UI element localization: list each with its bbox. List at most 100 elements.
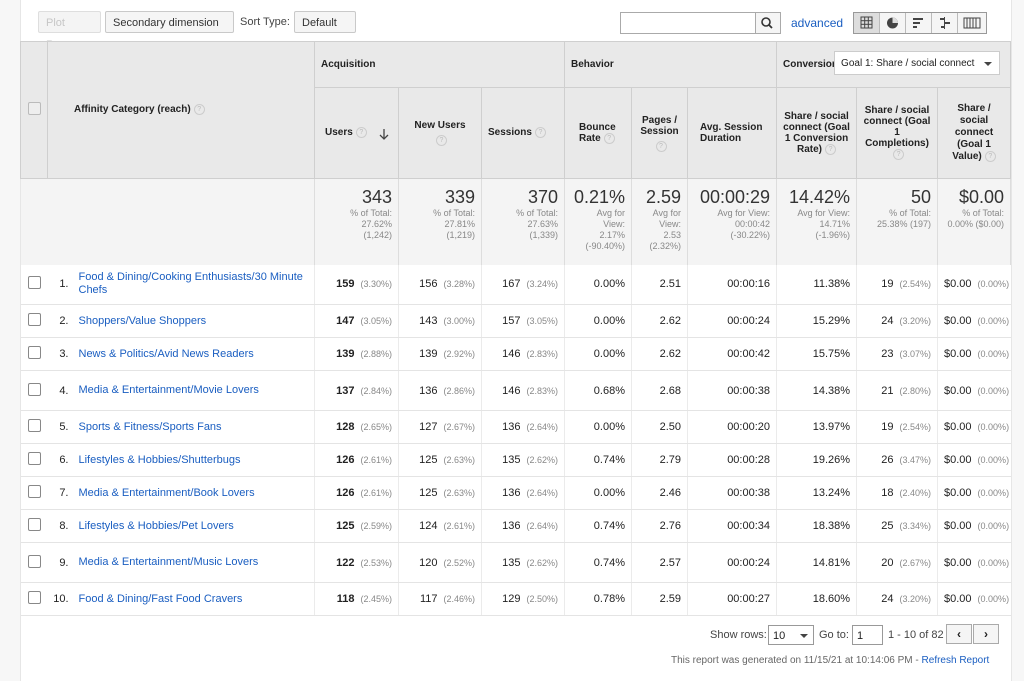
sessions-header[interactable]: Sessions? [481, 87, 565, 179]
new-users-cell: 136 (2.86%) [398, 370, 482, 411]
total-users-l2: 27.62% [361, 219, 392, 229]
total-sessions: 370% of Total: 27.63% (1,339) [481, 178, 565, 265]
prev-page-button[interactable]: ‹ [946, 624, 972, 644]
help-icon[interactable]: ? [603, 132, 615, 144]
bounce-rate-header[interactable]: Bounce Rate? [564, 87, 632, 179]
users-value: 147 [336, 315, 355, 327]
users-pct: (2.53%) [360, 557, 392, 568]
comparison-view-button[interactable] [932, 13, 958, 33]
conv-rate-cell: 13.97% [776, 410, 857, 444]
completions-cell: 18 (2.40%) [856, 476, 938, 510]
performance-view-button[interactable] [906, 13, 932, 33]
goto-input[interactable]: 1 [852, 625, 883, 645]
dimension-link[interactable]: Media & Entertainment/Movie Lovers [78, 384, 259, 396]
total-pages-l1: Avg for [652, 208, 681, 218]
search-input[interactable] [620, 12, 756, 34]
conv-rate-header[interactable]: Share / social connect (Goal 1 Conversio… [776, 87, 858, 179]
help-icon[interactable]: ? [534, 127, 546, 139]
refresh-report-link[interactable]: Refresh Report [921, 655, 990, 666]
goal-select[interactable]: Goal 1: Share / social connect [834, 51, 1001, 75]
bounce-rate-cell: 0.00% [564, 264, 632, 305]
total-sessions-l2: 27.63% [527, 219, 558, 229]
help-icon[interactable]: ? [436, 135, 447, 146]
row-checkbox[interactable] [27, 518, 41, 531]
help-icon[interactable]: ? [893, 149, 905, 161]
help-icon[interactable]: ? [984, 150, 996, 162]
table-row: 9. Media & Entertainment/Music Lovers 122 (… [20, 542, 1011, 583]
row-checkbox[interactable] [27, 554, 41, 568]
row-checkbox[interactable] [27, 485, 41, 498]
users-cell: 139 (2.88%) [314, 337, 399, 371]
value-cell: $0.00 (0.00%) [937, 264, 1011, 305]
dimension-link[interactable]: Lifestyles & Hobbies/Shutterbugs [78, 453, 241, 466]
users-header[interactable]: Users? [314, 87, 399, 179]
show-rows-select[interactable]: 10 [768, 625, 814, 645]
completions-value: 24 [881, 593, 894, 605]
goal-value-pct: (0.00%) [977, 385, 1010, 396]
plot-rows-button[interactable]: Plot Rows [38, 11, 101, 51]
avg-session-cell: 00:00:24 [686, 542, 777, 583]
pages-session-header[interactable]: Pages / Session? [631, 87, 688, 179]
dimension-cell: Sports & Fitness/Sports Fans [74, 410, 315, 444]
sessions-value: 135 [502, 556, 521, 569]
users-cell: 137 (2.84%) [314, 370, 399, 411]
goal-value-pct: (0.00%) [977, 279, 1010, 290]
pie-view-button[interactable] [880, 13, 906, 33]
goal-value-pct: (0.00%) [977, 455, 1010, 465]
completions-header[interactable]: Share / social connect (Goal 1 Completio… [856, 87, 939, 179]
goal-value-pct: (0.00%) [977, 594, 1010, 604]
help-icon[interactable]: ? [355, 127, 367, 139]
new-users-header[interactable]: New Users? [398, 87, 482, 179]
sessions-value: 167 [502, 278, 521, 291]
help-icon[interactable]: ? [655, 140, 667, 152]
new-users-pct: (2.86%) [443, 385, 475, 396]
dimension-link[interactable]: Lifestyles & Hobbies/Pet Lovers [78, 519, 234, 532]
total-pages-l2: View: [659, 219, 681, 229]
total-sessions-value: 370 [527, 187, 558, 207]
total-dur-value: 00:00:29 [699, 187, 771, 207]
right-gutter [1010, 0, 1024, 681]
row-checkbox[interactable] [27, 382, 41, 396]
total-dur-l3: (-30.22%) [730, 230, 771, 240]
completions-value: 18 [881, 487, 894, 499]
sessions-pct: (2.62%) [526, 557, 558, 568]
search-button[interactable] [756, 12, 781, 34]
help-icon[interactable]: ? [193, 104, 205, 116]
users-pct: (2.65%) [360, 422, 392, 432]
row-checkbox[interactable] [27, 276, 41, 290]
dimension-link[interactable]: Food & Dining/Fast Food Cravers [78, 592, 243, 605]
sort-arrow-down-icon [379, 129, 389, 140]
dimension-link[interactable]: News & Politics/Avid News Readers [78, 347, 254, 360]
total-pages-session: 2.59 Avg for View: 2.53 (2.32%) [631, 178, 688, 265]
dimension-header[interactable]: Affinity Category (reach)? [47, 41, 315, 179]
select-all-checkbox[interactable] [27, 102, 41, 115]
advanced-link[interactable]: advanced [791, 16, 844, 30]
bounce-rate-cell: 0.78% [564, 582, 632, 616]
dimension-link[interactable]: Media & Entertainment/Music Lovers [78, 556, 259, 568]
pages-session-cell: 2.79 [631, 443, 688, 477]
dimension-link[interactable]: Shoppers/Value Shoppers [78, 314, 207, 327]
row-checkbox[interactable] [27, 591, 41, 604]
row-checkbox[interactable] [27, 419, 41, 432]
new-users-pct: (2.46%) [443, 594, 475, 604]
dimension-link[interactable]: Sports & Fitness/Sports Fans [78, 420, 222, 433]
secondary-dimension-dropdown[interactable]: Secondary dimension [105, 11, 234, 48]
sessions-header-label: Sessions [488, 127, 532, 139]
next-page-button[interactable]: › [973, 624, 999, 644]
table-view-button[interactable] [854, 13, 880, 33]
row-checkbox[interactable] [27, 346, 41, 359]
row-checkbox[interactable] [27, 452, 41, 465]
total-sessions-l1: % of Total: [516, 208, 558, 218]
sort-type-label: Sort Type: [240, 16, 290, 28]
value-header[interactable]: Share / social connect (Goal 1 Value)? [937, 87, 1012, 179]
sort-type-dropdown[interactable]: Default [294, 11, 356, 48]
completions-value: 21 [881, 384, 894, 397]
pivot-view-button[interactable] [958, 13, 986, 33]
dimension-link[interactable]: Media & Entertainment/Book Lovers [78, 486, 255, 499]
dimension-link[interactable]: Food & Dining/Cooking Enthusiasts/30 Min… [78, 271, 303, 297]
avg-session-header[interactable]: Avg. Session Duration [686, 87, 778, 179]
sessions-pct: (2.64%) [526, 521, 558, 531]
help-icon[interactable]: ? [825, 143, 837, 155]
row-checkbox[interactable] [27, 313, 41, 326]
goal-value: $0.00 [944, 487, 972, 499]
